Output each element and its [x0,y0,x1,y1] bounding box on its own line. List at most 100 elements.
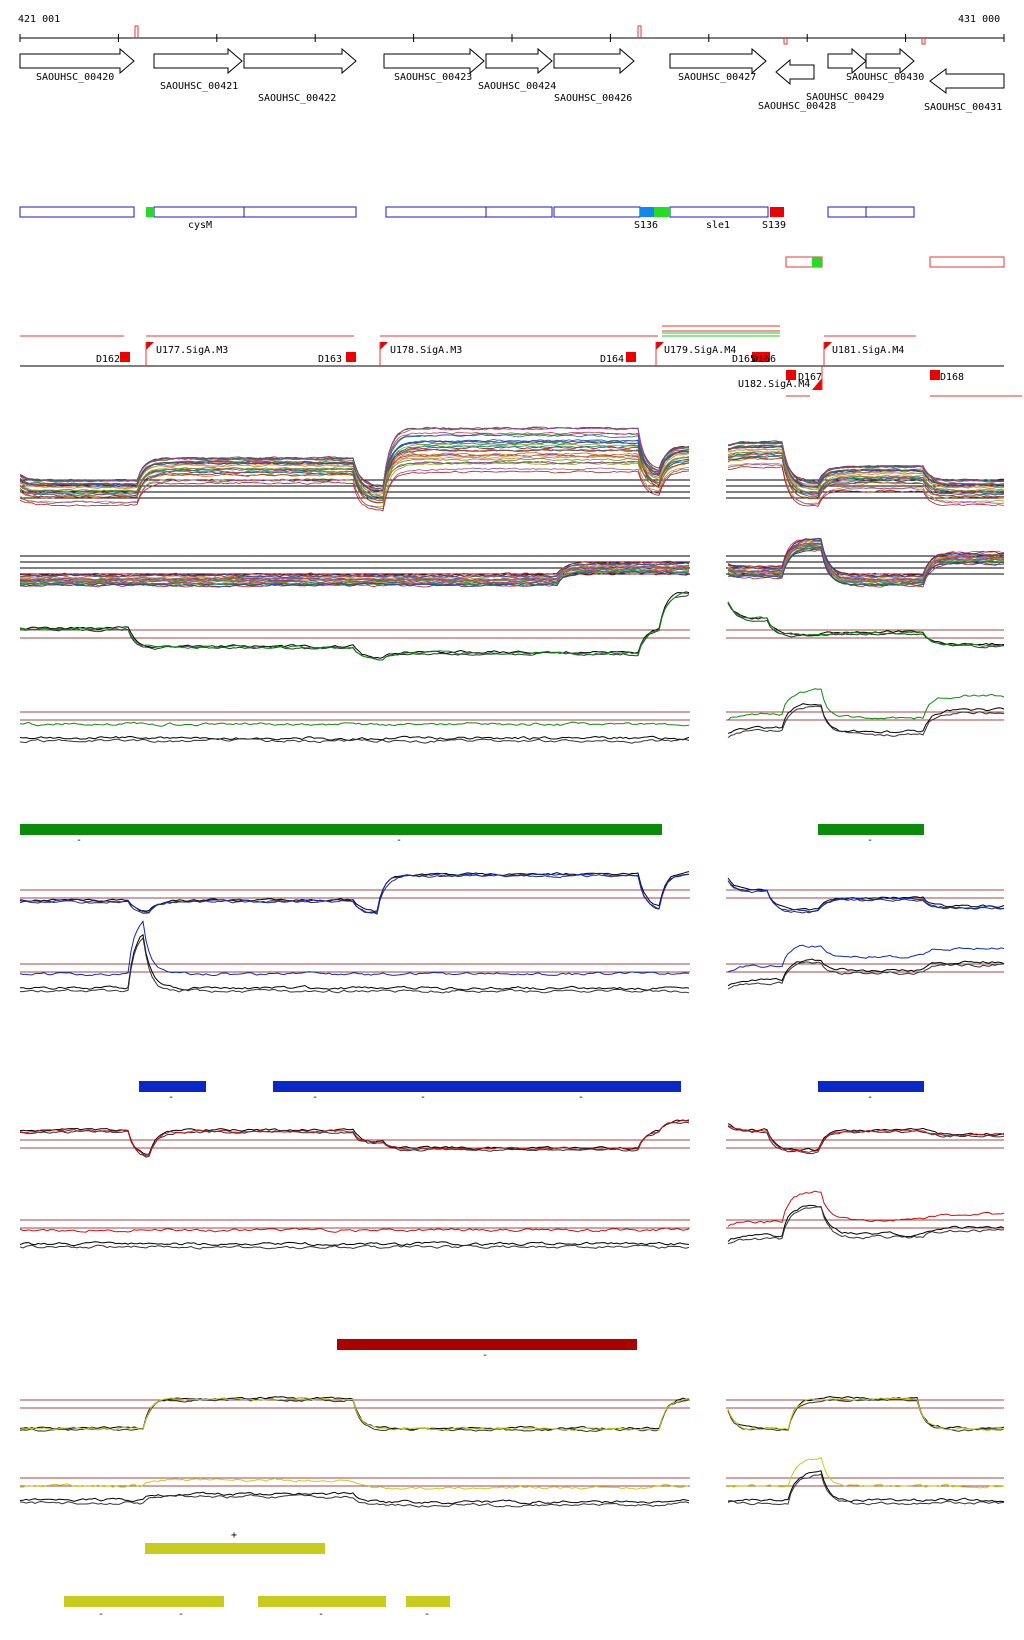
blue-condition-profile [19,871,1005,994]
segment-bar-blue[interactable] [139,1081,206,1092]
gene-arrow[interactable] [153,47,243,75]
profile-trace-colored [727,944,1005,973]
profile-trace-black [19,873,690,915]
segment-strand-label: - [312,1092,318,1103]
gene-label[interactable]: SAOUHSC_00423 [394,72,472,83]
gene-label[interactable]: SAOUHSC_00427 [678,72,756,83]
profile-trace-black [20,936,690,994]
profile-trace-colored [19,872,690,914]
profile-trace-black [727,1206,1005,1245]
profile-trace-black [19,1396,690,1431]
multi-condition-profile-upper [19,426,1005,512]
gene-arrow[interactable] [553,47,635,75]
annotation-label: cysM [188,220,212,231]
profile-trace-colored [19,1477,690,1490]
regulation-label: D168 [940,372,964,383]
segment-strand-label: - [396,835,402,846]
gene-arrow[interactable] [243,47,357,75]
feature-blue[interactable] [640,207,654,217]
condition-trace [727,538,1005,578]
condition-trace [19,426,690,488]
gene-label[interactable]: SAOUHSC_00430 [846,72,924,83]
segment-tracks: - - - - - - - - - + - - - - [20,824,924,1620]
profile-trace-black [727,603,1005,649]
profile-trace-colored [727,601,1005,647]
start-coordinate: 421 001 [18,14,60,25]
segment-bar-yellow[interactable] [64,1596,224,1607]
condition-trace [728,442,1005,485]
condition-trace [727,548,1004,587]
segment-strand-label: - [178,1609,184,1620]
segment-bar-blue[interactable] [818,1081,924,1092]
gene-label[interactable]: SAOUHSC_00429 [806,92,884,103]
gene-track [19,47,1005,94]
regulation-label: D167 [798,372,822,383]
profile-trace-black [19,591,690,659]
profile-trace-black [727,961,1005,990]
green-condition-profile [19,591,1005,744]
profile-trace-black [19,933,690,991]
profile-trace-colored [19,592,690,661]
condition-trace [727,457,1004,500]
regulation-label: U181.SigA.M4 [832,345,904,356]
condition-trace [19,568,690,585]
segment-strand-label: - [168,1092,174,1103]
gene-arrow[interactable] [485,47,553,75]
segment-strand-label: + [231,1530,237,1541]
feature-green[interactable] [146,207,154,217]
segment-bar-red[interactable] [337,1339,637,1350]
gene-labels: SAOUHSC_00420 SAOUHSC_00421 SAOUHSC_0042… [36,72,1002,113]
segment-strand-label: - [318,1609,324,1620]
segment-bar-yellow[interactable] [258,1596,386,1607]
gene-arrow[interactable] [929,68,1005,94]
profile-trace-black [727,1204,1005,1242]
feature-green[interactable] [654,207,670,217]
gene-label[interactable]: SAOUHSC_00422 [258,93,336,104]
regulation-label: D162 [96,354,120,365]
segment-strand-label: - [76,835,82,846]
condition-trace [727,542,1005,581]
regulation-label: D164 [600,354,624,365]
profile-trace-black [19,1494,690,1508]
gene-arrow[interactable] [865,47,915,75]
condition-trace [19,453,690,495]
segment-bar-green[interactable] [20,824,662,835]
condition-trace [19,440,690,502]
gene-arrow[interactable] [775,58,815,86]
segment-bar-yellow[interactable] [406,1596,450,1607]
gene-arrow[interactable] [19,47,135,75]
segment-bar-yellow[interactable] [145,1543,325,1554]
feature-red[interactable] [770,207,784,217]
gene-label[interactable]: SAOUHSC_00424 [478,81,556,92]
segment-bar-blue[interactable] [273,1081,681,1092]
profile-trace-black [727,705,1005,739]
gene-label[interactable]: SAOUHSC_00426 [554,93,632,104]
regulation-label: U182.SigA.M4 [738,379,810,390]
condition-trace [19,569,690,586]
condition-trace [727,542,1005,582]
condition-trace [19,444,690,499]
regulation-label: U178.SigA.M3 [390,345,462,356]
gene-arrow[interactable] [669,47,767,75]
condition-trace [727,451,1005,493]
condition-trace [727,538,1005,576]
condition-trace [19,452,690,504]
gene-label[interactable]: SAOUHSC_00421 [160,81,238,92]
regulation-label: U177.SigA.M3 [156,345,228,356]
gene-arrow[interactable] [383,47,485,75]
regulation-label: D166 [752,354,776,365]
gene-arrow[interactable] [827,47,867,75]
profile-trace-black [727,1125,1005,1155]
coordinate-ruler [19,25,1005,45]
gene-label[interactable]: SAOUHSC_00428 [758,101,836,112]
segment-bar-green[interactable] [818,824,924,835]
condition-trace [19,467,689,510]
condition-trace [727,453,1005,496]
condition-trace [727,455,1005,498]
gene-label[interactable]: SAOUHSC_00431 [924,102,1002,113]
condition-trace [727,544,1005,584]
gene-label[interactable]: SAOUHSC_00420 [36,72,114,83]
annotation-label: S136 [634,220,658,231]
segment-strand-label: - [424,1609,430,1620]
